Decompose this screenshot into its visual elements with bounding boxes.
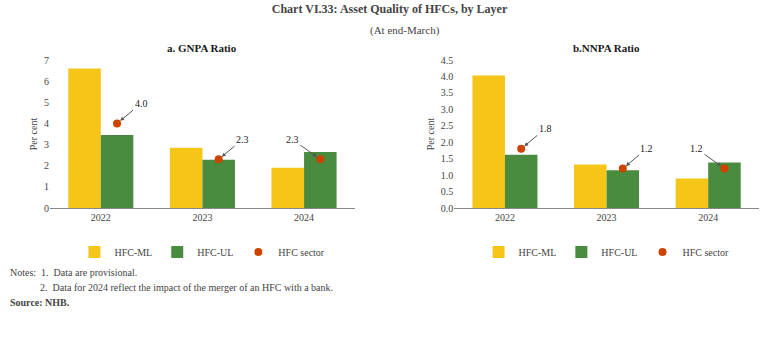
svg-text:0.5: 0.5 bbox=[441, 186, 454, 197]
svg-text:a. GNPA Ratio: a. GNPA Ratio bbox=[167, 42, 237, 54]
svg-text:3: 3 bbox=[44, 139, 49, 150]
svg-text:2022: 2022 bbox=[495, 212, 515, 223]
svg-text:Per cent: Per cent bbox=[425, 118, 436, 151]
svg-text:2022: 2022 bbox=[91, 212, 111, 223]
svg-text:Source: NHB.: Source: NHB. bbox=[10, 297, 70, 308]
svg-text:HFC-UL: HFC-UL bbox=[197, 247, 233, 258]
svg-text:Per cent: Per cent bbox=[28, 118, 39, 151]
svg-text:6: 6 bbox=[44, 76, 49, 87]
svg-text:2.3: 2.3 bbox=[236, 134, 249, 145]
svg-text:7: 7 bbox=[44, 55, 49, 66]
svg-text:0: 0 bbox=[44, 203, 49, 214]
svg-text:4.0: 4.0 bbox=[135, 98, 148, 109]
svg-text:5: 5 bbox=[44, 97, 49, 108]
svg-text:2.3: 2.3 bbox=[286, 134, 299, 145]
svg-text:0.0: 0.0 bbox=[441, 203, 454, 214]
svg-text:4: 4 bbox=[44, 118, 49, 129]
svg-text:2.5: 2.5 bbox=[441, 120, 454, 131]
svg-text:HFC sector: HFC sector bbox=[682, 247, 729, 258]
svg-text:2024: 2024 bbox=[294, 212, 314, 223]
svg-text:2023: 2023 bbox=[192, 212, 212, 223]
svg-text:4.5: 4.5 bbox=[441, 55, 454, 66]
svg-text:1.8: 1.8 bbox=[539, 123, 552, 134]
svg-text:(At end-March): (At end-March) bbox=[370, 24, 440, 37]
svg-text:1.5: 1.5 bbox=[441, 153, 454, 164]
svg-text:1.2: 1.2 bbox=[640, 143, 653, 154]
svg-text:2023: 2023 bbox=[597, 212, 617, 223]
svg-text:Chart VI.33: Asset Quality of: Chart VI.33: Asset Quality of HFCs, by L… bbox=[272, 2, 508, 16]
svg-text:HFC-UL: HFC-UL bbox=[601, 247, 637, 258]
svg-text:2. Data for 2024 reflect the: 2. Data for 2024 reflect the impact of t… bbox=[10, 282, 333, 293]
svg-text:b.NNPA Ratio: b.NNPA Ratio bbox=[573, 42, 640, 54]
svg-text:2.0: 2.0 bbox=[441, 137, 454, 148]
svg-text:Notes: 1. Data are provision: Notes: 1. Data are provisional. bbox=[10, 267, 137, 278]
svg-text:HFC-ML: HFC-ML bbox=[519, 247, 557, 258]
svg-text:1.2: 1.2 bbox=[690, 143, 703, 154]
svg-text:2: 2 bbox=[44, 160, 49, 171]
svg-text:4.0: 4.0 bbox=[441, 71, 454, 82]
svg-text:1: 1 bbox=[44, 181, 49, 192]
svg-text:2024: 2024 bbox=[698, 212, 718, 223]
svg-text:HFC-ML: HFC-ML bbox=[114, 247, 152, 258]
svg-text:3.0: 3.0 bbox=[441, 104, 454, 115]
svg-text:3.5: 3.5 bbox=[441, 87, 454, 98]
svg-text:1.0: 1.0 bbox=[441, 170, 454, 181]
svg-text:HFC sector: HFC sector bbox=[278, 247, 325, 258]
